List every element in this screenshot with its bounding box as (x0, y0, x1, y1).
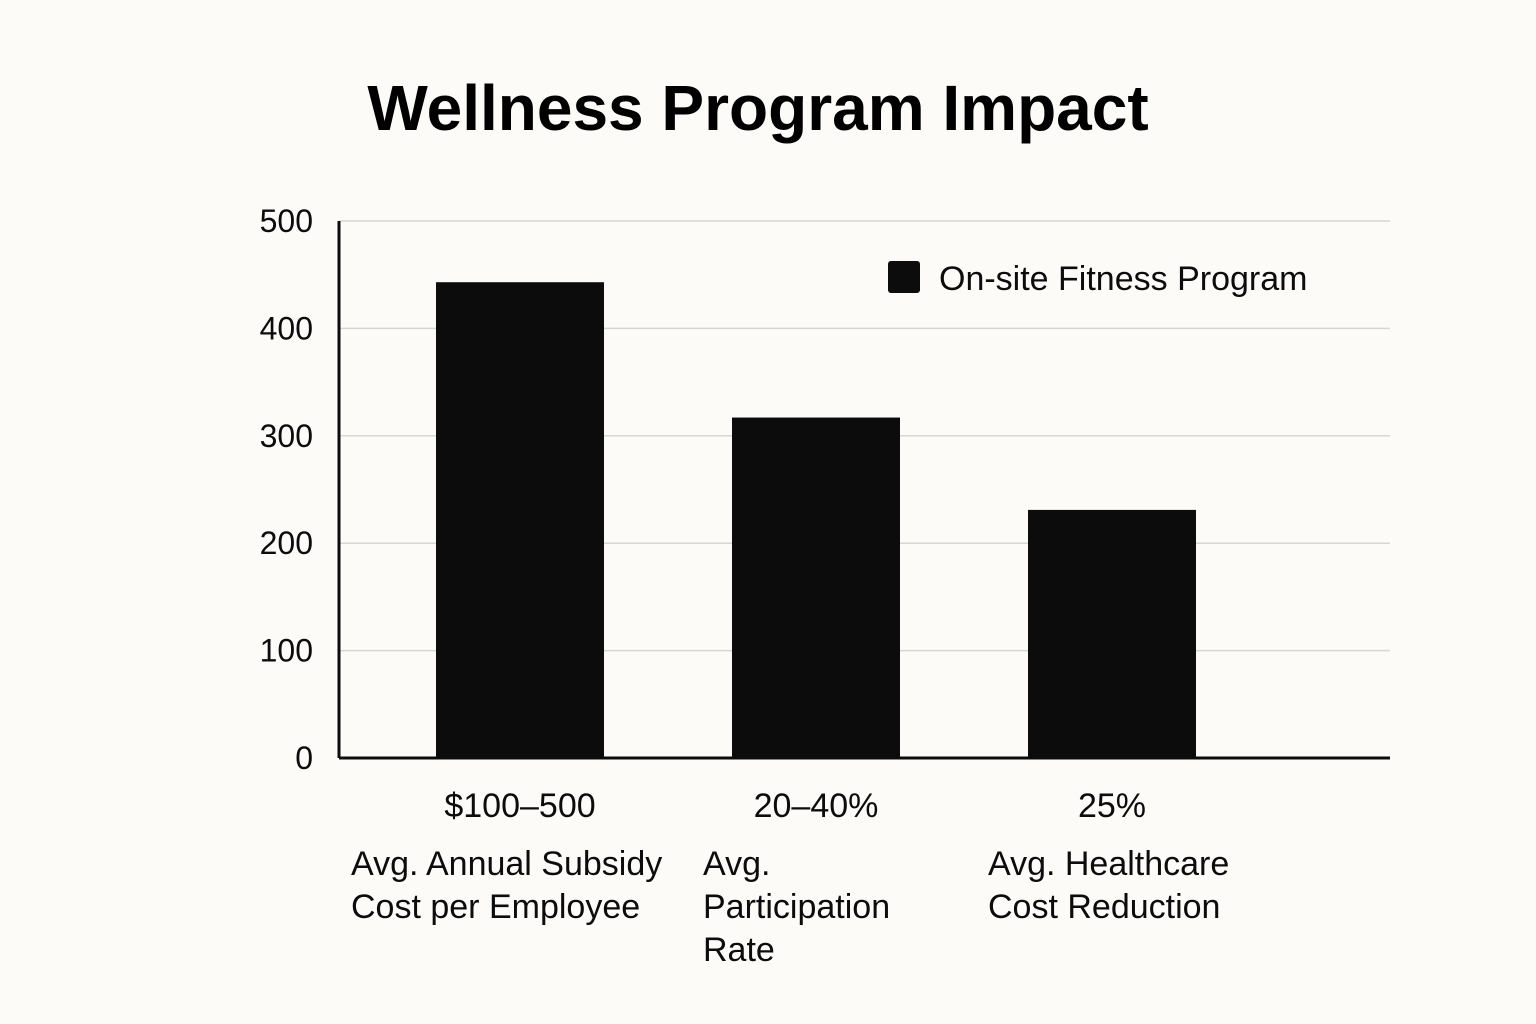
y-axis-ticks: 0 100 200 300 400 500 (260, 203, 313, 776)
legend-label: On-site Fitness Program (939, 260, 1307, 298)
y-tick-label: 400 (260, 310, 313, 346)
axes (337, 221, 1390, 760)
legend-swatch (888, 261, 920, 293)
bar (1028, 509, 1196, 758)
chart-title: Wellness Program Impact (367, 72, 1148, 144)
category-label: Avg. Healthcare (988, 845, 1229, 883)
y-tick-label: 100 (260, 633, 313, 669)
bar (436, 282, 604, 758)
category-value-label: 20–40% (754, 787, 879, 825)
y-tick-label: 500 (260, 203, 313, 239)
category-label: Cost Reduction (988, 888, 1220, 926)
category-label: Rate (703, 931, 775, 969)
bar (732, 417, 900, 758)
y-tick-label: 300 (260, 418, 313, 454)
category-value-label: 25% (1078, 787, 1146, 825)
category-label: Avg. Annual Subsidy (351, 845, 662, 883)
y-tick-label: 0 (295, 740, 313, 776)
y-tick-label: 200 (260, 525, 313, 561)
x-axis-labels: $100–500 Avg. Annual Subsidy Cost per Empl… (351, 787, 1229, 969)
category-label: Participation (703, 888, 890, 926)
bars (436, 282, 1196, 758)
category-value-label: $100–500 (444, 787, 595, 825)
legend: On-site Fitness Program (888, 260, 1307, 298)
category-label: Avg. (703, 845, 770, 883)
category-label: Cost per Employee (351, 888, 640, 926)
